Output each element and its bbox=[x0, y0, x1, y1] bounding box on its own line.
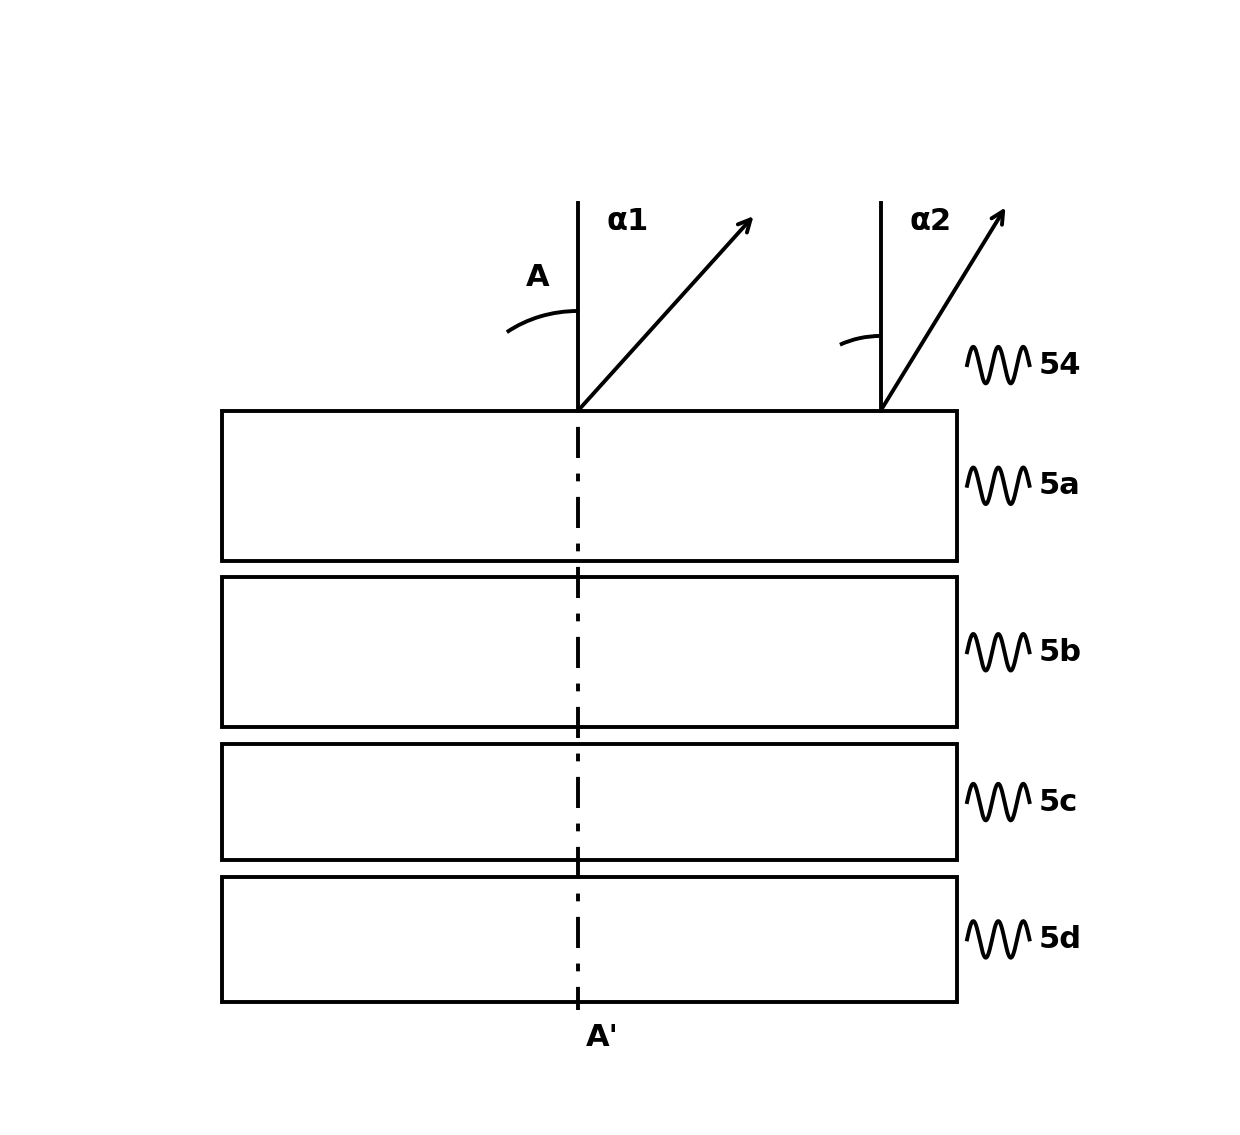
Text: A: A bbox=[526, 263, 549, 292]
Text: 5a: 5a bbox=[1039, 471, 1081, 501]
Text: 5b: 5b bbox=[1039, 638, 1083, 666]
Text: α2: α2 bbox=[909, 207, 951, 236]
Text: 54: 54 bbox=[1039, 351, 1081, 379]
Text: 5c: 5c bbox=[1039, 788, 1079, 816]
Bar bbox=[222, 578, 957, 728]
Text: 5d: 5d bbox=[1039, 925, 1083, 953]
Text: α1: α1 bbox=[606, 207, 649, 236]
Bar bbox=[222, 877, 957, 1002]
Bar bbox=[222, 411, 957, 561]
Bar bbox=[222, 743, 957, 860]
Text: A': A' bbox=[585, 1023, 619, 1052]
